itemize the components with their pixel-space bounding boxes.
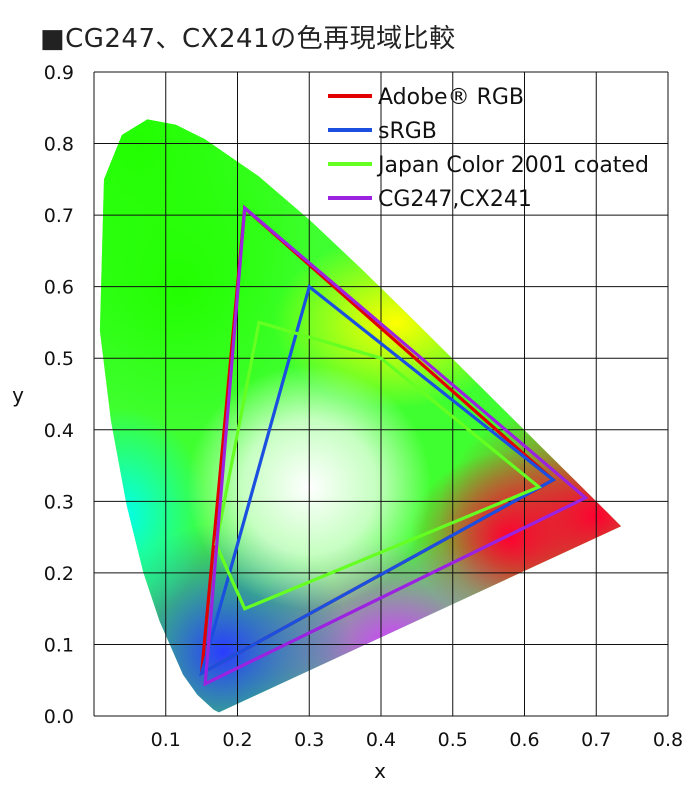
gamut-srgb (199, 283, 557, 677)
legend-label: Adobe® RGB (378, 85, 524, 110)
x-tick-label: 0.6 (509, 729, 539, 751)
gamut-japan-color-2001-coated (214, 320, 542, 611)
chart-title: ■CG247、CX241の色再現域比較 (40, 23, 456, 54)
y-tick-label: 0.9 (44, 62, 74, 84)
grid (93, 71, 669, 717)
y-tick-label: 0.8 (44, 134, 74, 156)
y-axis-label: y (12, 383, 24, 407)
x-tick-label: 0.3 (294, 729, 324, 751)
legend-label: sRGB (378, 119, 437, 144)
y-tick-label: 0.4 (44, 420, 74, 442)
legend-label: CG247,CX241 (378, 187, 532, 212)
y-tick-label: 0.3 (44, 491, 74, 513)
tick-labels: 0.1 0.2 0.3 0.4 0.5 0.6 0.7 0.8 0.0 0.1 0.2 0.3 0.4 0… (44, 62, 683, 751)
legend: Adobe® RGB sRGB Japan Color 2001 coated CG2… (328, 85, 649, 212)
y-tick-label: 0.0 (44, 706, 74, 728)
chart-title-row: ■CG247、CX241の色再現域比較 (40, 18, 456, 54)
legend-label: Japan Color 2001 coated (376, 153, 649, 178)
x-tick-label: 0.4 (366, 729, 396, 751)
y-tick-label: 0.1 (44, 634, 74, 656)
gamut-lines (199, 204, 589, 687)
x-tick-label: 0.2 (222, 729, 252, 751)
x-tick-label: 0.5 (438, 729, 468, 751)
x-axis-label: x (374, 759, 386, 783)
x-tick-label: 0.8 (653, 729, 683, 751)
x-tick-label: 0.7 (581, 729, 611, 751)
x-tick-label: 0.1 (151, 729, 181, 751)
chromaticity-diagram-fill (99, 119, 622, 713)
y-tick-label: 0.7 (44, 205, 74, 227)
y-tick-label: 0.5 (44, 348, 74, 370)
y-tick-label: 0.6 (44, 277, 74, 299)
gamut-cg247-cx241 (203, 204, 589, 687)
y-tick-label: 0.2 (44, 563, 74, 585)
